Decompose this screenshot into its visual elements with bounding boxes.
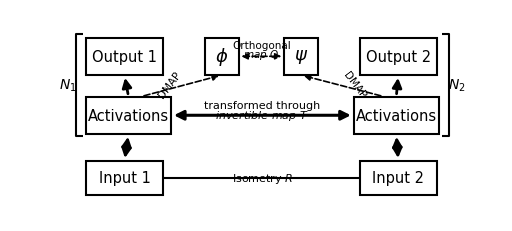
Text: Orthogonal: Orthogonal [232, 40, 291, 51]
FancyBboxPatch shape [86, 97, 171, 134]
Text: invertible map $T$: invertible map $T$ [216, 109, 309, 123]
FancyBboxPatch shape [205, 38, 239, 76]
FancyBboxPatch shape [359, 161, 437, 195]
Text: Activations: Activations [356, 108, 437, 123]
Text: $N_1$: $N_1$ [59, 77, 77, 94]
FancyBboxPatch shape [354, 97, 439, 134]
Text: map $O$: map $O$ [243, 47, 280, 61]
FancyBboxPatch shape [284, 38, 318, 76]
Text: Activations: Activations [88, 108, 169, 123]
Text: transformed through: transformed through [204, 100, 321, 110]
FancyBboxPatch shape [86, 161, 163, 195]
Text: Input 2: Input 2 [372, 170, 424, 185]
Text: $\phi$: $\phi$ [215, 46, 228, 68]
FancyBboxPatch shape [86, 38, 163, 76]
Text: $N_2$: $N_2$ [448, 77, 465, 94]
Text: $\psi$: $\psi$ [294, 48, 308, 66]
Text: Output 2: Output 2 [366, 50, 431, 64]
Text: Isometry $R$: Isometry $R$ [232, 171, 293, 185]
FancyBboxPatch shape [359, 38, 437, 76]
Text: DMAP: DMAP [341, 70, 367, 100]
Text: Output 1: Output 1 [92, 50, 157, 64]
Text: DMAP: DMAP [157, 70, 183, 100]
Text: Input 1: Input 1 [99, 170, 151, 185]
